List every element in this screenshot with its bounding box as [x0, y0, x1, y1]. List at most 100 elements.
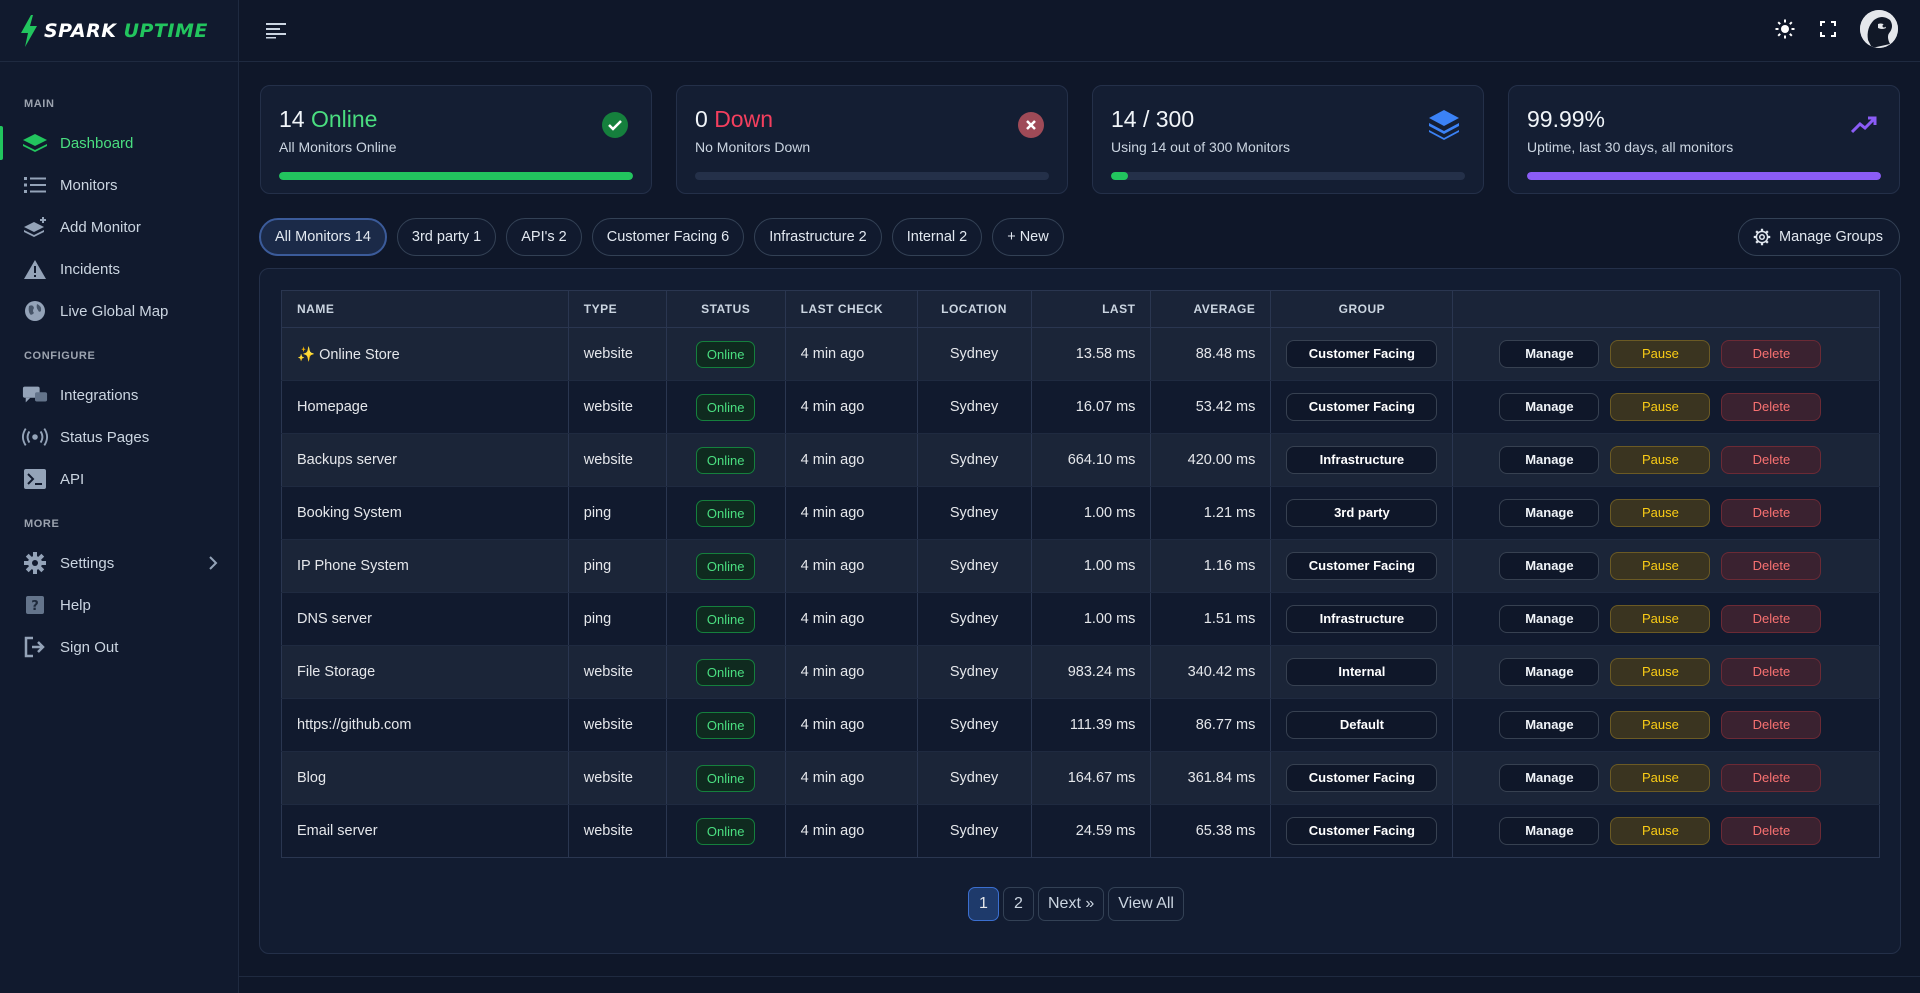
group-badge[interactable]: Customer Facing [1286, 552, 1438, 580]
delete-button[interactable]: Delete [1721, 605, 1822, 633]
tab-internal[interactable]: Internal 2 [891, 218, 983, 256]
group-badge[interactable]: Infrastructure [1286, 605, 1438, 633]
column-header-name[interactable]: NAME [281, 290, 569, 328]
monitor-name[interactable]: File Storage [281, 645, 569, 699]
delete-button[interactable]: Delete [1721, 552, 1822, 580]
monitor-name[interactable]: IP Phone System [281, 539, 569, 593]
next-page-button[interactable]: Next » [1038, 887, 1105, 921]
monitor-name[interactable]: Homepage [281, 380, 569, 434]
column-header-status[interactable]: STATUS [665, 290, 786, 328]
group-badge[interactable]: 3rd party [1286, 499, 1438, 527]
sidebar-item-help[interactable]: ? Help [0, 584, 238, 626]
monitor-name[interactable]: https://github.com [281, 698, 569, 752]
pause-button[interactable]: Pause [1610, 499, 1711, 527]
manage-groups-button[interactable]: Manage Groups [1738, 218, 1900, 256]
sidebar-item-sign-out[interactable]: Sign Out [0, 626, 238, 668]
group-badge[interactable]: Customer Facing [1286, 393, 1438, 421]
manage-button[interactable]: Manage [1499, 340, 1600, 368]
delete-button[interactable]: Delete [1721, 658, 1822, 686]
manage-button[interactable]: Manage [1499, 711, 1600, 739]
table-row[interactable]: Booking System ping Online 4 min ago Sydney 1… [281, 486, 1880, 540]
pause-button[interactable]: Pause [1610, 340, 1711, 368]
menu-toggle-icon[interactable] [265, 20, 287, 45]
avatar[interactable] [1860, 10, 1898, 48]
delete-button[interactable]: Delete [1721, 764, 1822, 792]
status-badge: Online [695, 605, 756, 633]
manage-button[interactable]: Manage [1499, 446, 1600, 474]
sidebar-item-settings[interactable]: Settings [0, 542, 238, 584]
manage-button[interactable]: Manage [1499, 393, 1600, 421]
table-row[interactable]: Email server website Online 4 min ago Sydney… [281, 804, 1880, 858]
manage-button[interactable]: Manage [1499, 552, 1600, 580]
delete-button[interactable]: Delete [1721, 340, 1822, 368]
table-row[interactable]: DNS server ping Online 4 min ago Sydney 1.00 … [281, 592, 1880, 646]
monitor-name[interactable]: Blog [281, 751, 569, 805]
manage-button[interactable]: Manage [1499, 764, 1600, 792]
sidebar-item-live-global-map[interactable]: Live Global Map [0, 290, 238, 332]
page-2-button[interactable]: 2 [1003, 887, 1034, 921]
table-row[interactable]: Blog website Online 4 min ago Sydney 164.67 m… [281, 751, 1880, 805]
manage-button[interactable]: Manage [1499, 817, 1600, 845]
monitor-type: ping [568, 592, 667, 646]
delete-button[interactable]: Delete [1721, 711, 1822, 739]
sidebar-item-api[interactable]: API [0, 458, 238, 500]
monitor-name[interactable]: DNS server [281, 592, 569, 646]
column-header-location[interactable]: LOCATION [916, 290, 1032, 328]
sidebar-item-monitors[interactable]: Monitors [0, 164, 238, 206]
manage-button[interactable]: Manage [1499, 658, 1600, 686]
group-badge[interactable]: Customer Facing [1286, 817, 1438, 845]
new-group-button[interactable]: + New [992, 218, 1064, 256]
pause-button[interactable]: Pause [1610, 817, 1711, 845]
table-row[interactable]: ✨ Online Store website Online 4 min ago Sydn… [281, 327, 1880, 381]
table-row[interactable]: https://github.com website Online 4 min ago… [281, 698, 1880, 752]
group-badge[interactable]: Customer Facing [1286, 340, 1438, 368]
group-badge[interactable]: Default [1286, 711, 1438, 739]
page-1-button[interactable]: 1 [968, 887, 999, 921]
tab-3rd-party[interactable]: 3rd party 1 [396, 218, 497, 256]
group-badge[interactable]: Customer Facing [1286, 764, 1438, 792]
pause-button[interactable]: Pause [1610, 552, 1711, 580]
view-all-button[interactable]: View All [1108, 887, 1184, 921]
delete-button[interactable]: Delete [1721, 446, 1822, 474]
monitor-name[interactable]: Booking System [281, 486, 569, 540]
pause-button[interactable]: Pause [1610, 764, 1711, 792]
tab-infrastructure[interactable]: Infrastructure 2 [754, 218, 882, 256]
monitor-name[interactable]: Email server [281, 804, 569, 858]
delete-button[interactable]: Delete [1721, 393, 1822, 421]
sidebar-item-add-monitor[interactable]: Add Monitor [0, 206, 238, 248]
sidebar-item-dashboard[interactable]: Dashboard [0, 122, 238, 164]
monitor-name[interactable]: ✨ Online Store [281, 327, 569, 381]
fullscreen-icon[interactable] [1817, 18, 1839, 40]
delete-button[interactable]: Delete [1721, 817, 1822, 845]
column-header-group[interactable]: GROUP [1270, 290, 1454, 328]
manage-button[interactable]: Manage [1499, 605, 1600, 633]
manage-button[interactable]: Manage [1499, 499, 1600, 527]
table-row[interactable]: Homepage website Online 4 min ago Sydney 16.0… [281, 380, 1880, 434]
table-row[interactable]: Backups server website Online 4 min ago Sydn… [281, 433, 1880, 487]
column-header-type[interactable]: TYPE [567, 290, 667, 328]
pause-button[interactable]: Pause [1610, 393, 1711, 421]
sidebar-item-status-pages[interactable]: Status Pages [0, 416, 238, 458]
tab-all-monitors[interactable]: All Monitors 14 [259, 218, 387, 256]
sidebar-item-incidents[interactable]: Incidents [0, 248, 238, 290]
delete-button[interactable]: Delete [1721, 499, 1822, 527]
status-badge: Online [695, 658, 756, 686]
monitor-last-check: 4 min ago [785, 539, 918, 593]
column-header-last-check[interactable]: LAST CHECK [784, 290, 918, 328]
tab-customer-facing[interactable]: Customer Facing 6 [591, 218, 745, 256]
group-badge[interactable]: Internal [1286, 658, 1438, 686]
table-row[interactable]: File Storage website Online 4 min ago Sydney… [281, 645, 1880, 699]
column-header-last[interactable]: LAST [1030, 290, 1152, 328]
pause-button[interactable]: Pause [1610, 605, 1711, 633]
logo[interactable]: SPARK UPTIME [0, 0, 238, 62]
pause-button[interactable]: Pause [1610, 711, 1711, 739]
sidebar-item-integrations[interactable]: Integrations [0, 374, 238, 416]
group-badge[interactable]: Infrastructure [1286, 446, 1438, 474]
tab-apis[interactable]: API's 2 [506, 218, 582, 256]
table-row[interactable]: IP Phone System ping Online 4 min ago Sydney… [281, 539, 1880, 593]
theme-toggle-icon[interactable] [1774, 18, 1796, 40]
monitor-name[interactable]: Backups server [281, 433, 569, 487]
pause-button[interactable]: Pause [1610, 658, 1711, 686]
column-header-average[interactable]: AVERAGE [1150, 290, 1272, 328]
pause-button[interactable]: Pause [1610, 446, 1711, 474]
